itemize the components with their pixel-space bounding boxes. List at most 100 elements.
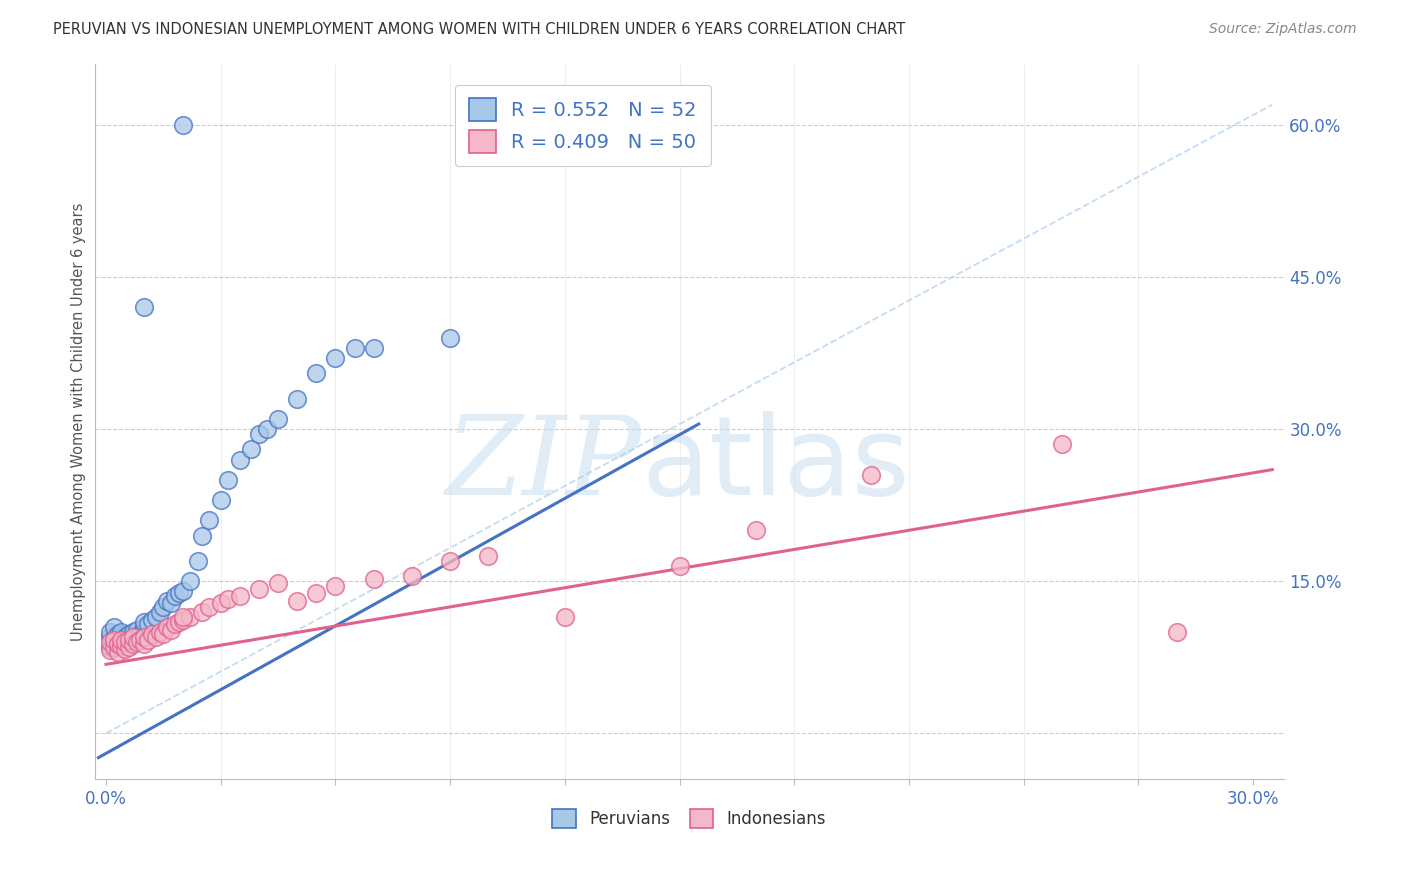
Point xyxy=(745,524,768,538)
Point xyxy=(172,584,194,599)
Point xyxy=(134,637,156,651)
Point xyxy=(190,605,212,619)
Point xyxy=(136,632,159,647)
Point xyxy=(114,630,136,644)
Point xyxy=(187,554,209,568)
Point xyxy=(107,632,129,647)
Point xyxy=(179,609,201,624)
Point xyxy=(125,630,148,644)
Point xyxy=(167,615,190,629)
Point xyxy=(145,630,167,644)
Point xyxy=(160,597,183,611)
Point xyxy=(439,554,461,568)
Text: PERUVIAN VS INDONESIAN UNEMPLOYMENT AMONG WOMEN WITH CHILDREN UNDER 6 YEARS CORR: PERUVIAN VS INDONESIAN UNEMPLOYMENT AMON… xyxy=(53,22,905,37)
Point xyxy=(163,590,186,604)
Point xyxy=(217,473,239,487)
Point xyxy=(247,582,270,597)
Point xyxy=(190,528,212,542)
Point xyxy=(134,620,156,634)
Text: atlas: atlas xyxy=(641,411,910,518)
Point xyxy=(107,627,129,641)
Point xyxy=(107,637,129,651)
Point xyxy=(439,331,461,345)
Point xyxy=(134,630,156,644)
Point xyxy=(107,637,129,651)
Point xyxy=(118,640,141,654)
Point xyxy=(554,609,576,624)
Point xyxy=(129,627,152,641)
Point xyxy=(401,569,423,583)
Point xyxy=(343,341,366,355)
Point xyxy=(240,442,263,457)
Point xyxy=(110,634,132,648)
Point xyxy=(198,513,221,527)
Point xyxy=(98,635,121,649)
Point xyxy=(256,422,278,436)
Point xyxy=(668,559,690,574)
Point xyxy=(1166,624,1188,639)
Point xyxy=(152,599,174,614)
Point xyxy=(103,620,125,634)
Point xyxy=(148,605,170,619)
Point xyxy=(110,639,132,653)
Point xyxy=(285,392,308,406)
Point xyxy=(156,620,179,634)
Point xyxy=(98,643,121,657)
Point xyxy=(114,635,136,649)
Y-axis label: Unemployment Among Women with Children Under 6 years: Unemployment Among Women with Children U… xyxy=(72,202,86,640)
Point xyxy=(125,623,148,637)
Point xyxy=(103,630,125,644)
Point xyxy=(125,635,148,649)
Point xyxy=(267,576,290,591)
Point xyxy=(107,645,129,659)
Point xyxy=(209,493,232,508)
Point xyxy=(136,616,159,631)
Point xyxy=(121,624,143,639)
Point xyxy=(179,574,201,589)
Point xyxy=(363,572,385,586)
Point xyxy=(325,351,347,365)
Point xyxy=(325,579,347,593)
Text: Source: ZipAtlas.com: Source: ZipAtlas.com xyxy=(1209,22,1357,37)
Point xyxy=(103,635,125,649)
Point xyxy=(305,586,328,600)
Legend: Peruvians, Indonesians: Peruvians, Indonesians xyxy=(546,802,832,835)
Point xyxy=(114,642,136,657)
Point xyxy=(145,609,167,624)
Point xyxy=(118,632,141,647)
Point xyxy=(285,594,308,608)
Point xyxy=(114,635,136,649)
Point xyxy=(363,341,385,355)
Text: ZIP: ZIP xyxy=(446,410,641,518)
Point xyxy=(477,549,499,563)
Point xyxy=(217,592,239,607)
Point xyxy=(229,452,252,467)
Point xyxy=(103,632,125,647)
Point xyxy=(305,367,328,381)
Point xyxy=(247,427,270,442)
Point xyxy=(121,637,143,651)
Point xyxy=(98,624,121,639)
Point xyxy=(98,640,121,654)
Point xyxy=(160,623,183,637)
Point xyxy=(118,627,141,641)
Point xyxy=(103,640,125,654)
Point xyxy=(209,597,232,611)
Point xyxy=(198,599,221,614)
Point xyxy=(152,627,174,641)
Point xyxy=(110,624,132,639)
Point xyxy=(859,467,882,482)
Point xyxy=(110,629,132,643)
Point xyxy=(167,586,190,600)
Point xyxy=(163,616,186,631)
Point xyxy=(148,624,170,639)
Point xyxy=(134,615,156,629)
Point xyxy=(129,632,152,647)
Point xyxy=(134,301,156,315)
Point xyxy=(141,627,163,641)
Point xyxy=(98,630,121,644)
Point xyxy=(121,632,143,646)
Point xyxy=(172,609,194,624)
Point xyxy=(1050,437,1073,451)
Point xyxy=(229,590,252,604)
